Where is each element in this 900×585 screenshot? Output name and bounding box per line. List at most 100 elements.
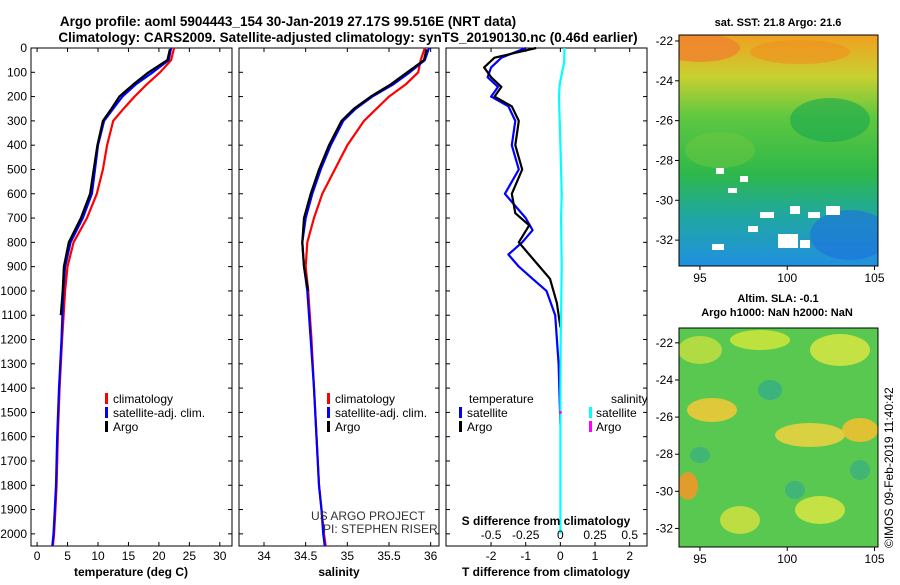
cloud-mask [778, 234, 798, 248]
lat-tick-label: -24 [656, 373, 674, 387]
x-tick-label: 34.5 [294, 549, 318, 563]
pi-annotation: PI: STEPHEN RISER [323, 522, 438, 536]
legend-label-temp-satellite: satellite [467, 406, 508, 420]
depth-tick-label: 2000 [0, 527, 27, 541]
sla-low-patch [850, 460, 870, 480]
sla-map-subtitle: Argo h1000: NaN h2000: NaN [701, 307, 853, 319]
sla-map-title: Altim. SLA: -0.1 [737, 293, 818, 305]
legend-label-satellite-adj: satellite-adj. clim. [113, 406, 205, 420]
depth-tick-label: 0 [20, 41, 27, 55]
depth-tick-label: 800 [7, 235, 27, 249]
sla-patch [720, 506, 760, 534]
legend-swatch-temp-satellite [459, 407, 462, 418]
lon-tick-label: 95 [693, 552, 707, 566]
x-tick-label: 2 [626, 549, 633, 563]
series-salinity-argo [558, 410, 562, 414]
sla-low-patch [758, 380, 782, 400]
lon-tick-label: 95 [693, 271, 707, 285]
temperature-legend: climatology satellite-adj. clim. Argo [105, 392, 205, 434]
lon-tick-label: 105 [864, 271, 884, 285]
sla-patch [679, 336, 722, 364]
legend-swatch-sal-argo [589, 421, 592, 432]
depth-tick-label: 1600 [0, 430, 27, 444]
salinity-difference-label: S difference from climatology [462, 514, 631, 528]
lat-tick-label: -30 [656, 484, 674, 498]
legend-label-climatology: climatology [113, 392, 173, 406]
legend-swatch-sal-satellite [589, 407, 592, 418]
sst-cool-patch [810, 210, 878, 260]
x-tick-label: 20 [152, 549, 166, 563]
s-diff-tick-label: 0.5 [621, 528, 638, 542]
sst-warm-patch [679, 35, 740, 62]
depth-tick-label: 1000 [0, 284, 27, 298]
x-tick-label: 25 [183, 549, 197, 563]
s-diff-tick-label: -0.5 [481, 528, 502, 542]
cloud-mask [790, 206, 800, 214]
sla-high-patch [679, 472, 698, 500]
legend-swatch-climatology [327, 393, 330, 404]
depth-tick-label: 700 [7, 211, 27, 225]
sla-patch [842, 418, 878, 442]
legend-swatch-argo [105, 421, 108, 432]
series-satellite-adj-clim- [301, 47, 431, 547]
cloud-mask [760, 212, 774, 218]
x-tick-label: 35 [341, 549, 355, 563]
sst-map-axes: -22 -24 -26 -28 -30 -32 95 100 105 [656, 34, 885, 285]
x-tick-label: 1 [592, 549, 599, 563]
salinity-legend: climatology satellite-adj. clim. Argo US… [311, 392, 438, 536]
sla-patch [795, 496, 845, 524]
lon-tick-label: 105 [864, 552, 884, 566]
lat-tick-label: -30 [656, 193, 674, 207]
legend-label-argo: Argo [113, 420, 139, 434]
series-salinity-satellite [557, 47, 566, 534]
difference-panel-frame [445, 47, 648, 547]
lat-tick-label: -26 [656, 410, 674, 424]
sla-patch [687, 398, 737, 422]
depth-tick-label: 1300 [0, 357, 27, 371]
x-tick-label: -2 [486, 549, 497, 563]
x-tick-label: 15 [122, 549, 136, 563]
lat-tick-label: -28 [656, 153, 674, 167]
x-tick-label: -1 [520, 549, 531, 563]
legend-label-satellite-adj: satellite-adj. clim. [335, 406, 427, 420]
sla-low-patch [785, 481, 805, 499]
salinity-plot: 34 34.5 35 35.5 36 [257, 47, 438, 563]
legend-label-sal-argo: Argo [596, 420, 622, 434]
legend-swatch-argo [327, 421, 330, 432]
difference-xlabel: T difference from climatology [462, 565, 630, 579]
sla-map-frame [678, 327, 879, 548]
series-climatology [51, 47, 176, 547]
cloud-mask [728, 188, 737, 193]
depth-tick-label: 200 [7, 90, 27, 104]
lon-tick-label: 100 [777, 271, 797, 285]
series-temperature-satellite [486, 46, 562, 425]
salinity-xlabel: salinity [318, 565, 360, 579]
sla-map [679, 328, 878, 547]
difference-plot: -2 -1 0 1 2 -0.5 -0.25 0 0.25 0.5 [481, 46, 638, 563]
sst-patch [685, 132, 755, 168]
sst-patch [790, 98, 870, 142]
legend-swatch-satellite-adj [327, 407, 330, 418]
cloud-mask [800, 240, 810, 248]
depth-tick-label: 1500 [0, 405, 27, 419]
sst-map-title: sat. SST: 21.8 Argo: 21.6 [715, 17, 842, 29]
sla-low-patch [690, 447, 710, 463]
legend-title-temperature: temperature [469, 392, 534, 406]
legend-label-climatology: climatology [335, 392, 395, 406]
x-tick-label: 5 [64, 549, 71, 563]
lat-tick-label: -22 [656, 34, 674, 48]
legend-label-temp-argo: Argo [467, 420, 493, 434]
lat-tick-label: -32 [656, 233, 674, 247]
x-tick-label: 30 [213, 549, 227, 563]
cloud-mask [748, 226, 758, 232]
sla-patch [730, 330, 790, 350]
figure-title-line1: Argo profile: aoml 5904443_154 30-Jan-20… [60, 14, 516, 29]
temperature-xlabel: temperature (deg C) [74, 565, 188, 579]
depth-tick-label: 1900 [0, 503, 27, 517]
temperature-panel-frame [30, 47, 233, 547]
cloud-mask [826, 206, 840, 215]
cloud-mask [808, 212, 820, 218]
sst-warm-patch [750, 40, 850, 64]
depth-tick-label: 1700 [0, 454, 27, 468]
